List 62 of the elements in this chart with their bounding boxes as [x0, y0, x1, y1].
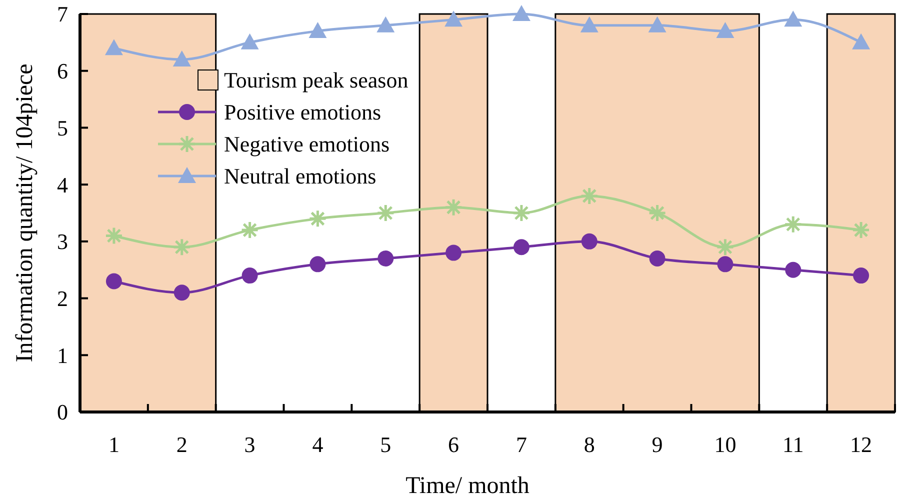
- point: [580, 186, 599, 206]
- x-tick-label: 5: [380, 432, 392, 457]
- x-tick-label: 9: [652, 432, 663, 457]
- point: [310, 256, 326, 272]
- x-tick-label: 3: [244, 432, 256, 457]
- point: [104, 39, 123, 56]
- point: [581, 233, 598, 250]
- point: [242, 268, 258, 284]
- point: [240, 33, 259, 50]
- legend-label: Positive emotions: [224, 100, 382, 125]
- point: [716, 22, 734, 38]
- point: [785, 262, 802, 278]
- point: [308, 209, 327, 228]
- point: [513, 239, 530, 256]
- point: [512, 5, 530, 21]
- point: [852, 220, 870, 240]
- y-axis-title: Information quantity/ 104piece: [12, 64, 38, 362]
- point: [717, 256, 734, 272]
- point: [172, 238, 192, 256]
- y-tick-label: 5: [57, 115, 68, 140]
- point: [378, 250, 394, 266]
- point: [649, 250, 666, 266]
- x-tick-label: 8: [584, 432, 595, 457]
- point: [444, 10, 463, 27]
- legend-label: Neutral emotions: [224, 164, 376, 189]
- x-tick-label: 10: [714, 432, 736, 457]
- x-tick-label: 2: [176, 432, 188, 457]
- legend-label: Negative emotions: [224, 132, 390, 157]
- x-tick-label: 1: [108, 432, 120, 457]
- y-tick-label: 2: [57, 286, 68, 311]
- point: [512, 204, 531, 222]
- point: [376, 16, 395, 32]
- point: [174, 284, 190, 301]
- y-tick-label: 7: [57, 2, 68, 27]
- point: [376, 204, 395, 222]
- y-tick-label: 4: [57, 172, 68, 198]
- point: [853, 268, 870, 284]
- x-tick-label: 12: [850, 432, 872, 457]
- x-axis-title: Time/ month: [406, 473, 530, 499]
- y-tick-label: 6: [57, 58, 68, 84]
- x-tick-label: 7: [516, 432, 527, 457]
- x-tick-label: 4: [312, 432, 324, 457]
- point: [580, 16, 598, 32]
- point: [106, 273, 122, 290]
- band-label: Tourism peak season: [224, 68, 408, 93]
- point: [444, 198, 463, 217]
- y-tick-label: 0: [57, 400, 68, 425]
- point: [240, 220, 260, 240]
- point: [104, 226, 124, 245]
- point: [852, 33, 870, 50]
- x-tick-label: 11: [782, 432, 804, 457]
- point: [446, 244, 462, 261]
- point: [648, 16, 666, 32]
- point: [716, 238, 734, 256]
- point: [172, 50, 191, 66]
- point: [308, 22, 327, 38]
- point: [784, 215, 802, 234]
- x-tick-label: 6: [448, 432, 460, 457]
- y-tick-label: 3: [57, 229, 68, 254]
- point: [648, 204, 667, 222]
- point: [784, 10, 802, 27]
- y-tick-label: 1: [57, 342, 68, 368]
